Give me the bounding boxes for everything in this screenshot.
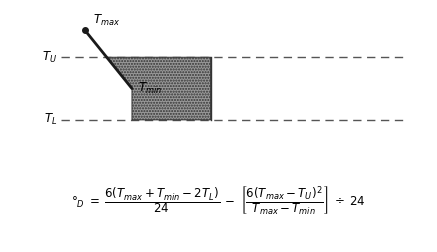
- Text: $T_{max}$: $T_{max}$: [93, 13, 120, 28]
- Text: $T_L$: $T_L$: [44, 112, 57, 128]
- Polygon shape: [107, 57, 211, 120]
- Text: $T_U$: $T_U$: [42, 50, 57, 65]
- Text: $T_{min}$: $T_{min}$: [138, 81, 162, 96]
- Text: $°_D \;=\; \dfrac{6(T_{max}+T_{min}-2T_L)}{24}\;-\;\left[\dfrac{6(T_{max}-T_U)^2: $°_D \;=\; \dfrac{6(T_{max}+T_{min}-2T_L…: [71, 185, 366, 218]
